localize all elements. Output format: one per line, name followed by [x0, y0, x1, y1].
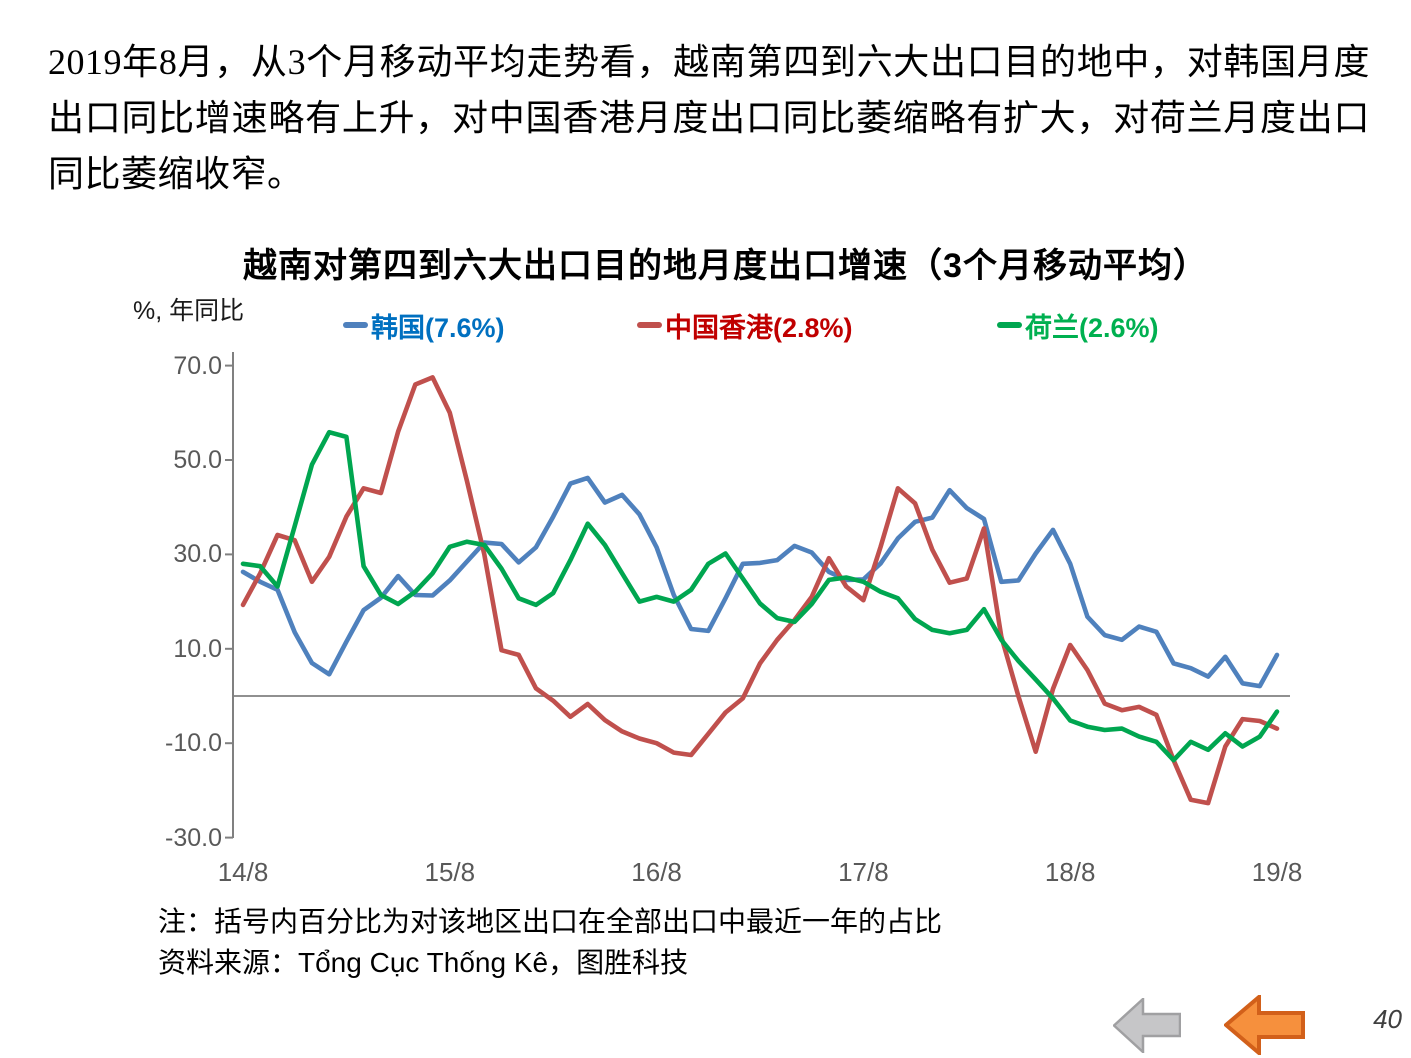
footnote: 注：括号内百分比为对该地区出口在全部出口中最近一年的占比	[158, 906, 943, 937]
y-axis-tick-label: -10.0	[165, 729, 222, 758]
legend-label-korea: 韩国(7.6%)	[371, 312, 505, 343]
left-arrow-icon[interactable]	[1113, 998, 1181, 1053]
chart-title: 越南对第四到六大出口目的地月度出口增速（3个月移动平均）	[243, 247, 1208, 285]
left-arrow-icon[interactable]	[1224, 995, 1305, 1055]
legend-label-hongkong: 中国香港(2.8%)	[665, 312, 853, 343]
source-note: 资料来源：Tổng Cục Thống Kê，图胜科技	[158, 947, 689, 978]
series-line-netherlands	[240, 429, 1280, 763]
x-axis-tick-label: 19/8	[1251, 857, 1303, 887]
y-axis-unit-label: %, 年同比	[133, 297, 245, 325]
legend-label-netherlands: 荷兰(2.6%)	[1025, 312, 1159, 343]
summary-paragraph: 2019年8月，从3个月移动平均走势看，越南第四到六大出口目的地中，对韩国月度出…	[48, 42, 1370, 194]
x-axis-tick-label: 15/8	[424, 857, 476, 887]
y-axis-tick-label: 30.0	[173, 540, 222, 569]
y-axis-tick-label: 50.0	[173, 446, 222, 474]
chart-legend: 韩国(7.6%) 中国香港(2.8%) 荷兰(2.6%)	[0, 308, 1411, 343]
gray-left-arrow-button[interactable]	[1113, 998, 1181, 1053]
y-axis-tick-label: 10.0	[173, 634, 222, 663]
orange-left-arrow-button[interactable]	[1224, 995, 1305, 1055]
series-line-korea	[240, 475, 1280, 689]
x-axis-tick-label: 18/8	[1044, 857, 1096, 887]
legend-item-hongkong: 中国香港(2.8%)	[637, 308, 853, 343]
page-number: 40	[1373, 1004, 1402, 1034]
legend-item-korea: 韩国(7.6%)	[343, 308, 505, 343]
korea-line-marker-icon	[343, 322, 368, 328]
series-line-hongkong	[240, 375, 1280, 806]
x-axis-tick-label: 16/8	[631, 857, 682, 887]
y-axis-tick-label: -30.0	[165, 823, 222, 852]
hongkong-line-marker-icon	[637, 322, 662, 328]
y-axis-tick-label: 70.0	[173, 351, 222, 380]
x-axis-tick-label: 17/8	[838, 857, 889, 887]
legend-item-netherlands: 荷兰(2.6%)	[997, 308, 1159, 343]
netherlands-line-marker-icon	[997, 322, 1022, 328]
x-axis-tick-label: 14/8	[217, 857, 269, 887]
